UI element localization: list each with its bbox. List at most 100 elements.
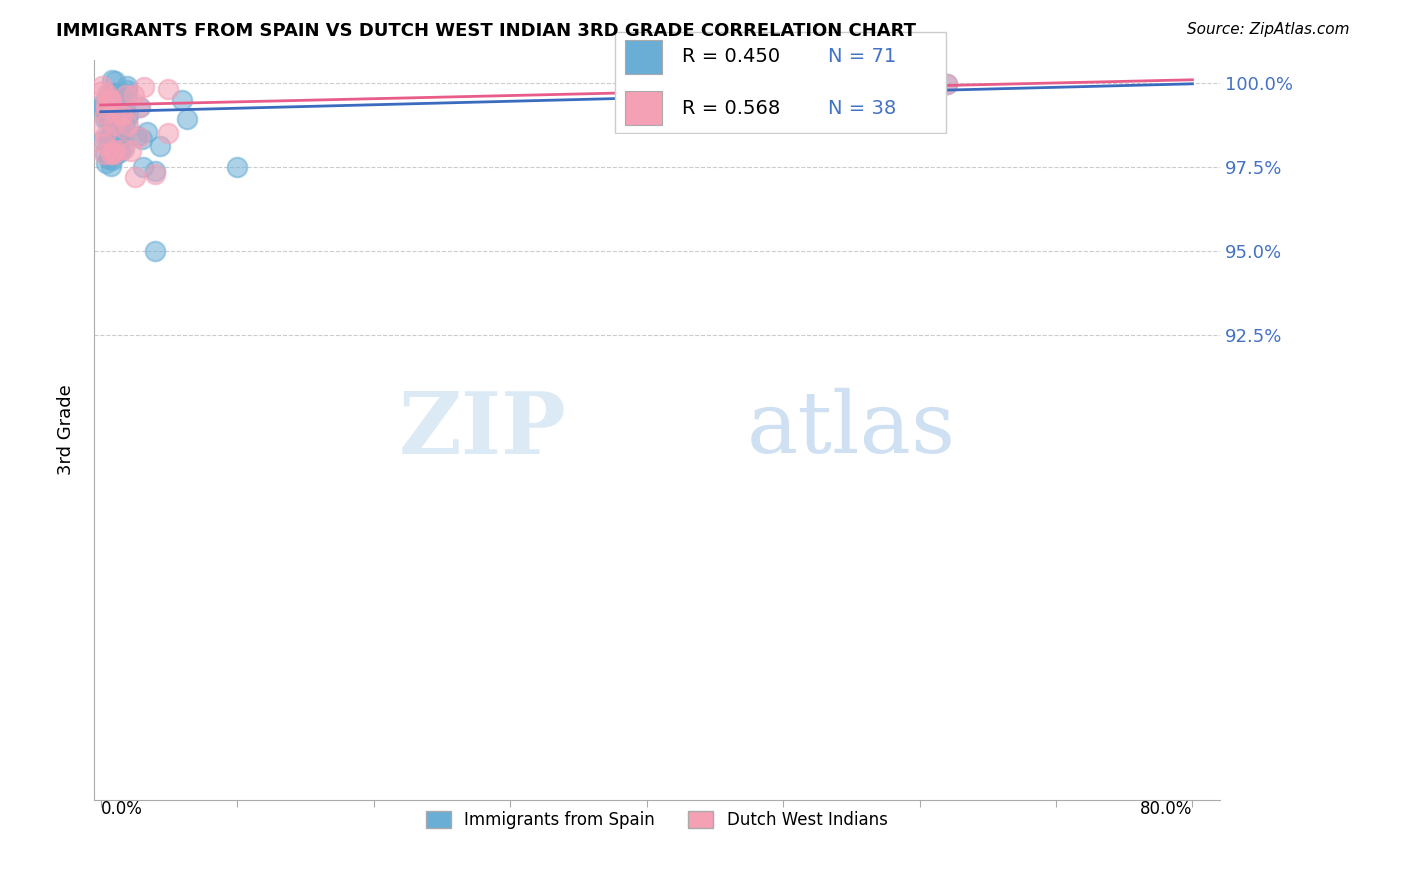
Point	[101, 145, 124, 159]
Point	[112, 139, 135, 153]
FancyBboxPatch shape	[626, 40, 662, 74]
Point	[94, 105, 117, 120]
Point	[117, 83, 139, 97]
Point	[101, 153, 124, 167]
Point	[91, 97, 114, 112]
Point	[125, 129, 148, 144]
Point	[132, 80, 155, 95]
Point	[135, 125, 157, 139]
Legend: Immigrants from Spain, Dutch West Indians: Immigrants from Spain, Dutch West Indian…	[419, 804, 894, 836]
Point	[101, 129, 124, 144]
Point	[103, 147, 125, 161]
Point	[98, 128, 121, 143]
Point	[100, 93, 122, 107]
Point	[110, 115, 132, 129]
Y-axis label: 3rd Grade: 3rd Grade	[58, 384, 75, 475]
Point	[122, 87, 145, 102]
Point	[93, 128, 115, 143]
Point	[103, 86, 125, 100]
Point	[101, 110, 124, 124]
Point	[96, 87, 118, 102]
Point	[117, 118, 139, 132]
Text: R = 0.568: R = 0.568	[682, 99, 780, 118]
Point	[101, 108, 124, 122]
Point	[94, 97, 117, 112]
Point	[91, 102, 114, 116]
Text: N = 71: N = 71	[828, 47, 896, 66]
Text: 0.0%: 0.0%	[101, 799, 142, 818]
Text: Source: ZipAtlas.com: Source: ZipAtlas.com	[1187, 22, 1350, 37]
Point	[98, 130, 121, 145]
Point	[104, 130, 127, 145]
Point	[157, 82, 180, 96]
Point	[935, 77, 957, 91]
Point	[97, 151, 120, 165]
Point	[124, 170, 146, 185]
Point	[91, 84, 114, 98]
Point	[110, 108, 132, 122]
Point	[101, 105, 124, 120]
Point	[101, 147, 124, 161]
Point	[96, 100, 118, 114]
Point	[156, 126, 179, 140]
Point	[115, 112, 138, 126]
Point	[105, 101, 128, 115]
Point	[112, 114, 135, 128]
Point	[103, 143, 125, 157]
Point	[94, 156, 117, 170]
Point	[100, 159, 122, 173]
Point	[114, 87, 136, 102]
Text: N = 38: N = 38	[828, 99, 896, 118]
Point	[935, 77, 957, 91]
Point	[103, 143, 125, 157]
Point	[91, 120, 114, 134]
Point	[128, 130, 150, 145]
Point	[128, 100, 150, 114]
Text: IMMIGRANTS FROM SPAIN VS DUTCH WEST INDIAN 3RD GRADE CORRELATION CHART: IMMIGRANTS FROM SPAIN VS DUTCH WEST INDI…	[56, 22, 917, 40]
Point	[110, 132, 132, 146]
Point	[97, 100, 120, 114]
Point	[176, 112, 198, 126]
Point	[114, 102, 136, 116]
Point	[108, 126, 131, 140]
Point	[104, 74, 127, 88]
Point	[120, 144, 142, 158]
Point	[105, 99, 128, 113]
Point	[97, 109, 120, 123]
Text: 80.0%: 80.0%	[1140, 799, 1192, 818]
Point	[93, 107, 115, 121]
Text: ZIP: ZIP	[399, 387, 567, 472]
Point	[104, 86, 127, 100]
Point	[131, 132, 153, 146]
Point	[96, 103, 118, 117]
Point	[93, 146, 115, 161]
Point	[93, 132, 115, 146]
Point	[91, 98, 114, 112]
Point	[97, 112, 120, 126]
Point	[103, 118, 125, 132]
Point	[117, 108, 139, 122]
FancyBboxPatch shape	[614, 32, 946, 133]
Point	[132, 160, 155, 174]
Point	[93, 146, 115, 161]
Point	[104, 94, 127, 108]
Point	[111, 108, 134, 122]
Point	[115, 87, 138, 101]
Point	[98, 152, 121, 166]
Point	[128, 100, 150, 114]
Point	[143, 163, 166, 178]
Point	[93, 137, 115, 152]
Text: atlas: atlas	[747, 388, 956, 471]
Point	[111, 121, 134, 136]
Point	[149, 139, 172, 153]
Point	[108, 145, 131, 160]
Point	[105, 87, 128, 102]
Point	[112, 142, 135, 156]
Point	[115, 79, 138, 94]
FancyBboxPatch shape	[626, 91, 662, 125]
Point	[226, 160, 249, 174]
Point	[100, 149, 122, 163]
Point	[105, 146, 128, 161]
Point	[97, 92, 120, 106]
Point	[100, 110, 122, 124]
